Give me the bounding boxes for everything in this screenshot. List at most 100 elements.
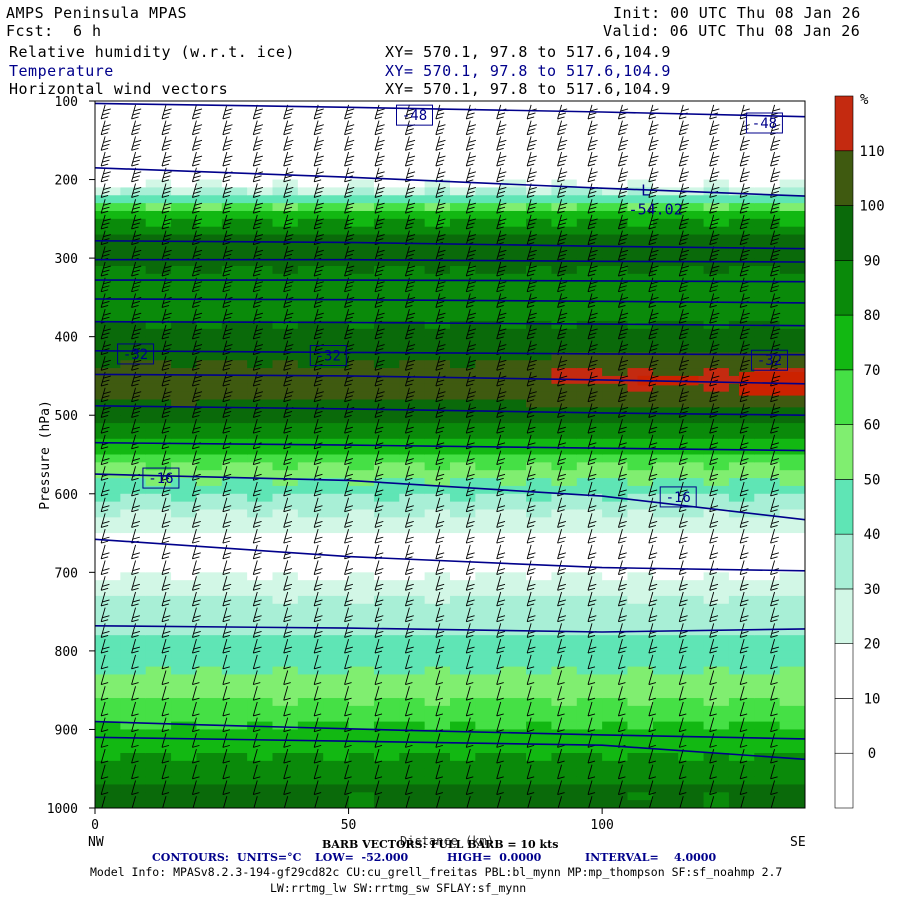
wind-barb [344,261,355,277]
barb-flag [466,509,474,513]
rh-cell [576,588,603,597]
rh-cell [754,273,781,283]
barb-flag [314,116,322,120]
rh-cell [171,415,198,424]
rh-cell [475,548,502,558]
rh-cell [95,698,121,707]
rh-cell [373,203,400,212]
barb-flag [435,367,443,371]
rh-cell [145,383,172,393]
barb-flag [437,599,445,603]
rh-cell [196,737,223,746]
rh-cell [348,509,375,518]
wind-barb [313,481,323,497]
barb-flag [131,147,139,151]
barb-flag [347,265,355,269]
barb-flag [161,603,170,607]
rh-cell [145,101,172,110]
wind-barb [222,701,230,717]
barb-staff [100,434,106,449]
rh-cell [678,305,705,314]
barb-flag [435,744,443,748]
barb-flag [406,316,414,320]
barb-staff [465,371,471,387]
barb-staff [161,701,167,717]
rh-cell [678,265,705,275]
barb-flag [435,540,443,544]
rh-cell [728,415,755,424]
rh-cell [373,226,400,236]
barb-flag [254,489,262,493]
rh-cell [602,721,629,731]
rh-cell [602,336,629,346]
rh-cell [424,242,451,251]
rh-cell [373,187,400,196]
rh-cell [120,603,147,613]
barb-staff [344,686,350,701]
barb-flag [435,713,443,717]
rh-cell [272,320,299,330]
barb-flag [224,552,232,556]
rh-cell [348,258,375,267]
barb-flag [316,187,324,190]
barb-staff [131,591,137,607]
rh-cell [373,415,400,424]
rh-cell [779,462,805,471]
barb-flag [161,729,170,733]
barb-flag [344,572,352,575]
rh-cell [95,509,121,518]
rh-cell [348,226,375,236]
rh-cell [652,258,679,267]
rh-cell [703,619,730,628]
rh-cell [754,242,781,251]
rh-cell [95,336,121,346]
rh-cell [500,171,527,181]
barb-flag [225,218,233,222]
rh-cell [627,407,654,416]
rh-cell [678,352,705,361]
barb-flag [377,108,385,112]
wind-barb [100,670,109,685]
rh-cell [450,540,476,550]
barb-flag [192,666,200,670]
rh-cell [450,415,476,424]
rh-cell [728,540,755,550]
rh-cell [602,517,629,526]
rh-cell [373,250,400,259]
rh-cell [373,485,400,495]
barb-flag [224,646,232,650]
barb-flag [314,399,322,403]
barb-flag [344,336,352,340]
rh-cell [196,218,223,228]
rh-cell [576,368,603,377]
barb-staff [404,638,410,654]
rh-cell [652,603,679,613]
rh-cell [678,698,705,707]
barb-flag [283,619,291,623]
wind-barb [283,371,294,387]
rh-cell [627,210,654,220]
barb-staff [404,419,410,434]
rh-cell [703,776,730,786]
rh-cell [297,564,324,573]
barb-flag [222,383,230,387]
rh-cell [754,297,781,306]
rh-cell [348,525,375,534]
rh-cell [779,203,805,212]
rh-cell [171,462,198,471]
rh-cell [678,533,705,542]
rh-cell [272,650,299,660]
rh-cell [247,800,274,808]
wind-barb [344,513,353,528]
rh-cell [728,210,755,220]
barb-staff [131,214,137,230]
rh-cell [754,163,781,173]
barb-flag [405,446,413,450]
barb-staff [161,450,167,465]
rh-cell [500,218,527,228]
rh-cell [500,698,527,707]
rh-cell [652,305,679,314]
wind-barb [100,576,110,591]
barb-staff [222,434,228,449]
barb-flag [437,332,445,336]
